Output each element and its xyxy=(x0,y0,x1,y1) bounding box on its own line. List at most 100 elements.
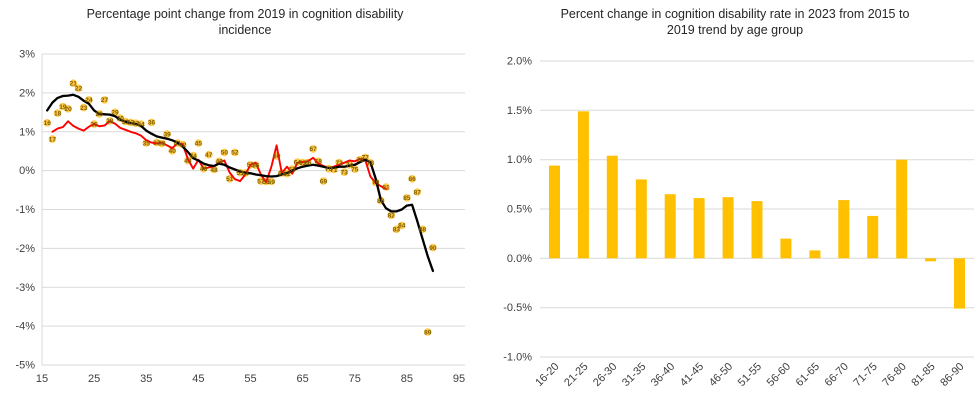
age-marker-label: 46 xyxy=(200,166,208,173)
x-category-label: 61-65 xyxy=(794,361,822,389)
y-tick-label: -2% xyxy=(15,243,35,255)
age-marker xyxy=(267,177,276,186)
x-category-label: 46-50 xyxy=(707,361,735,389)
age-marker xyxy=(220,148,229,157)
x-tick-label: 65 xyxy=(296,373,308,385)
x-category-label: 21-25 xyxy=(562,361,590,389)
age-marker-label: 43 xyxy=(184,158,192,165)
age-marker-label: 27 xyxy=(101,97,109,104)
right-chart-title: Percent change in cognition disability r… xyxy=(490,6,980,38)
age-marker-label: 56 xyxy=(252,163,260,170)
age-marker-label: 47 xyxy=(205,152,213,159)
bar xyxy=(664,194,676,259)
x-category-label: 56-60 xyxy=(765,361,793,389)
age-marker-label: 59 xyxy=(268,179,276,186)
age-marker-label: 29 xyxy=(111,110,119,117)
age-marker-label: 19 xyxy=(59,104,67,111)
left-chart-title: Percentage point change from 2019 in cog… xyxy=(0,6,490,38)
age-marker-label: 49 xyxy=(216,159,224,166)
age-marker-label: 81 xyxy=(382,184,390,191)
x-category-label: 26-30 xyxy=(591,361,619,389)
age-marker xyxy=(413,188,422,196)
age-marker-label: 82 xyxy=(388,213,396,220)
age-marker-label: 67 xyxy=(309,146,317,153)
age-marker-label: 77 xyxy=(362,155,370,162)
x-tick-label: 25 xyxy=(88,373,100,385)
x-category-label: 66-70 xyxy=(823,361,851,389)
age-marker xyxy=(319,177,328,185)
right-chart-panel: Percent change in cognition disability r… xyxy=(490,0,980,404)
age-marker-label: 88 xyxy=(419,227,427,234)
x-category-label: 31-35 xyxy=(620,361,648,389)
age-marker-label: 84 xyxy=(398,223,406,230)
age-marker xyxy=(69,79,78,87)
age-marker xyxy=(351,165,359,173)
y-tick-label: -1% xyxy=(15,204,35,216)
age-marker xyxy=(423,328,432,336)
bar xyxy=(809,250,821,259)
black-line xyxy=(46,93,435,273)
age-marker xyxy=(48,135,57,143)
age-marker-label: 66 xyxy=(304,160,312,167)
y-tick-label: 1% xyxy=(19,126,35,138)
left-chart-panel: Percentage point change from 2019 in cog… xyxy=(0,6,490,386)
age-marker-label: 16 xyxy=(44,120,52,127)
bar xyxy=(925,258,937,262)
age-marker xyxy=(429,243,437,252)
y-tick-label: -1.0% xyxy=(503,352,532,364)
age-marker-label: 89 xyxy=(424,329,432,336)
age-marker-label: 76 xyxy=(356,157,364,164)
bar xyxy=(896,159,908,259)
age-marker xyxy=(100,96,109,104)
left-chart-canvas: 3% 2% 1% 0% -1% -2% -3% -4% -5%15 25 35 45 55 65 75 85 9… xyxy=(15,49,465,386)
y-tick-label: 2.0% xyxy=(507,56,532,68)
age-marker-label: 23 xyxy=(80,105,88,112)
age-marker-label: 63 xyxy=(289,166,297,173)
age-marker-label: 52 xyxy=(231,150,239,157)
age-marker-label: 36 xyxy=(148,120,156,127)
age-marker-label: 75 xyxy=(351,166,359,173)
age-marker-label: 58 xyxy=(262,179,270,186)
age-marker-label: 68 xyxy=(315,159,323,166)
y-tick-label: 0% xyxy=(19,165,35,177)
bar xyxy=(693,198,705,259)
bar xyxy=(751,201,763,259)
age-marker-label: 51 xyxy=(226,176,234,183)
age-marker-label: 17 xyxy=(49,136,57,143)
age-marker-label: 39 xyxy=(163,131,171,138)
age-marker xyxy=(340,168,349,176)
age-marker-label: 30 xyxy=(117,115,125,122)
bar xyxy=(722,197,734,259)
age-marker-label: 50 xyxy=(221,150,229,157)
y-tick-label: 1.0% xyxy=(507,154,532,166)
age-marker-label: 64 xyxy=(294,159,302,166)
age-marker xyxy=(225,175,234,183)
age-marker-label: 42 xyxy=(179,142,187,149)
age-marker-label: 80 xyxy=(377,198,385,205)
age-marker xyxy=(403,194,411,202)
age-marker-label: 33 xyxy=(132,121,140,128)
x-category-label: 81-85 xyxy=(909,361,937,389)
age-marker-label: 71 xyxy=(330,167,338,174)
age-marker xyxy=(163,130,171,138)
bar xyxy=(867,215,879,259)
y-tick-label: 1.5% xyxy=(507,105,532,117)
age-marker xyxy=(309,145,317,153)
age-marker xyxy=(111,108,119,117)
bar xyxy=(577,111,589,259)
age-marker-label: 72 xyxy=(335,160,343,167)
bar xyxy=(954,258,965,309)
x-tick-label: 95 xyxy=(453,373,465,385)
age-marker xyxy=(408,175,416,183)
age-marker xyxy=(53,109,62,117)
category-labels: 16-20 21-25 26-30 31-35 36-40 41-45 46-50 51-55… xyxy=(533,361,966,389)
age-marker-label: 53 xyxy=(236,170,244,177)
age-marker xyxy=(64,105,72,113)
age-marker-label: 79 xyxy=(372,180,380,187)
right-chart-title-line1: Percent change in cognition disability r… xyxy=(560,7,910,21)
age-marker-label: 20 xyxy=(64,106,72,113)
bar xyxy=(549,165,560,259)
age-marker xyxy=(194,139,203,147)
age-marker-label: 65 xyxy=(299,160,307,167)
age-marker-label: 40 xyxy=(169,148,177,155)
